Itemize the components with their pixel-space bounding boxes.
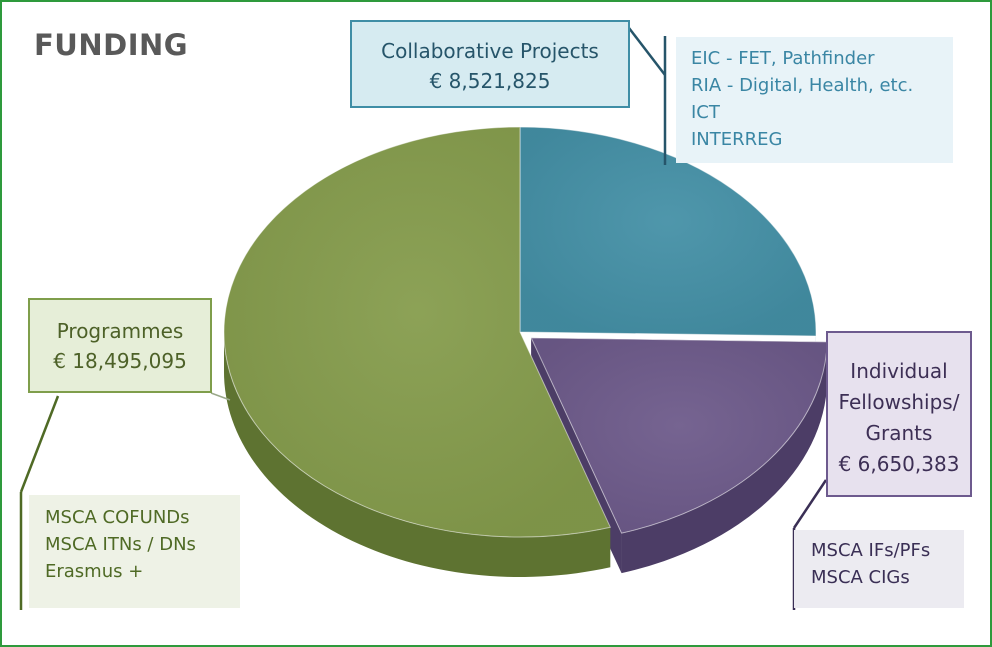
- series-label-individual-line: Individual: [850, 359, 948, 383]
- callout-individual-fellowships: Individual Fellowships/ Grants € 6,650,3…: [826, 331, 972, 497]
- detail-item: MSCA CIGs: [811, 567, 910, 588]
- pie-slice-shade-programmes: [224, 127, 611, 537]
- series-label-individual-line: Fellowships/: [838, 390, 960, 414]
- series-label-collaborative: Collaborative Projects: [381, 39, 599, 63]
- detail-item: RIA - Digital, Health, etc.: [691, 75, 914, 96]
- detail-item: INTERREG: [691, 129, 783, 150]
- series-label-programmes: Programmes: [56, 319, 184, 343]
- pie-side-programmes: [224, 332, 611, 578]
- leader-line-programmes-diag: [19, 395, 60, 493]
- detail-item: ICT: [691, 102, 720, 123]
- detail-item: MSCA IFs/PFs: [811, 540, 931, 561]
- leader-line-individual-diag: [792, 479, 828, 529]
- details-programmes: MSCA COFUNDs MSCA ITNs / DNs Erasmus +: [29, 495, 240, 608]
- series-label-individual-line: Grants: [865, 421, 933, 445]
- chart-title: FUNDING: [34, 28, 189, 62]
- detail-item: MSCA COFUNDs: [45, 507, 190, 528]
- leader-lines: [19, 27, 828, 610]
- callout-programmes: Programmes € 18,495,095: [28, 298, 212, 393]
- pie-slice-shade-collaborative-projects: [520, 127, 816, 337]
- details-collaborative-projects: EIC - FET, Pathfinder RIA - Digital, Hea…: [676, 37, 953, 163]
- leader-line-collaborative: [628, 27, 666, 76]
- detail-item: MSCA ITNs / DNs: [45, 534, 196, 555]
- leader-line-programmes: [210, 392, 231, 401]
- series-value-collaborative: € 8,521,825: [429, 69, 551, 93]
- detail-item: Erasmus +: [45, 561, 144, 582]
- pie-side-individual-fellowships-grants: [621, 341, 828, 574]
- details-individual-fellowships: MSCA IFs/PFs MSCA CIGs: [794, 530, 964, 608]
- series-value-individual: € 6,650,383: [838, 452, 960, 476]
- callout-collaborative-projects: Collaborative Projects € 8,521,825: [350, 20, 630, 108]
- detail-item: EIC - FET, Pathfinder: [691, 48, 875, 69]
- pie-tops: [223, 126, 828, 538]
- pie-slice-shade-individual-fellowships-grants: [531, 337, 828, 534]
- series-value-programmes: € 18,495,095: [53, 349, 187, 373]
